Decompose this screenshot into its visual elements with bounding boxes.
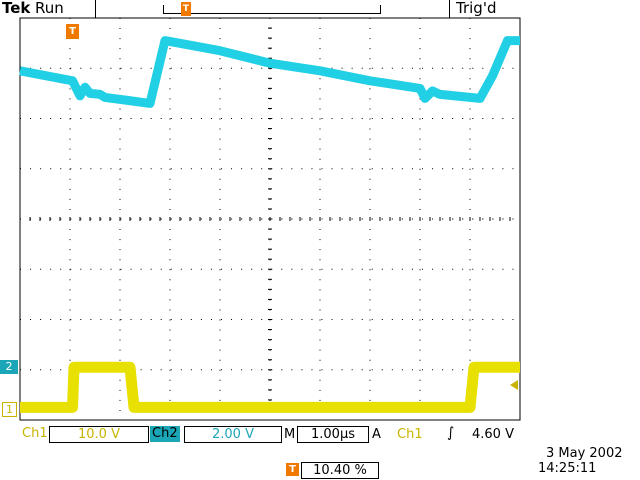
ch1-ground-marker: 1 <box>2 402 17 417</box>
ch1-label: Ch1 <box>22 426 48 441</box>
header-divider <box>95 0 96 18</box>
ch2-ground-marker: 2 <box>0 360 18 374</box>
ch1-trace <box>20 361 520 413</box>
time-readout: 14:25:11 <box>538 461 597 476</box>
header-divider <box>449 0 450 18</box>
acquisition-state: Run <box>35 0 64 17</box>
trigger-level-arrow-icon <box>510 380 518 390</box>
timebase-value: 1.00µs <box>297 426 369 443</box>
trigger-position-icon: T <box>286 463 299 476</box>
trigger-position-value: 10.40 % <box>301 462 379 479</box>
trigger-position-marker: T <box>66 24 79 39</box>
ch1-scale: 10.0 V <box>49 426 149 443</box>
record-length-indicator <box>163 5 381 14</box>
ch2-scale: 2.00 V <box>184 426 282 443</box>
timebase-label: M <box>284 427 296 442</box>
brand-logo: Tek <box>2 0 31 17</box>
rising-slope-icon: ∫ <box>447 425 455 441</box>
record-trigger-marker: T <box>181 2 191 16</box>
trigger-level: 4.60 V <box>472 427 514 442</box>
ch2-trace <box>19 36 520 108</box>
ch2-label: Ch2 <box>150 426 180 442</box>
trigger-source: Ch1 <box>397 427 423 442</box>
trigger-status: Trig'd <box>456 0 497 17</box>
trigger-mode: A <box>372 427 381 442</box>
date-readout: 3 May 2002 <box>546 446 623 461</box>
